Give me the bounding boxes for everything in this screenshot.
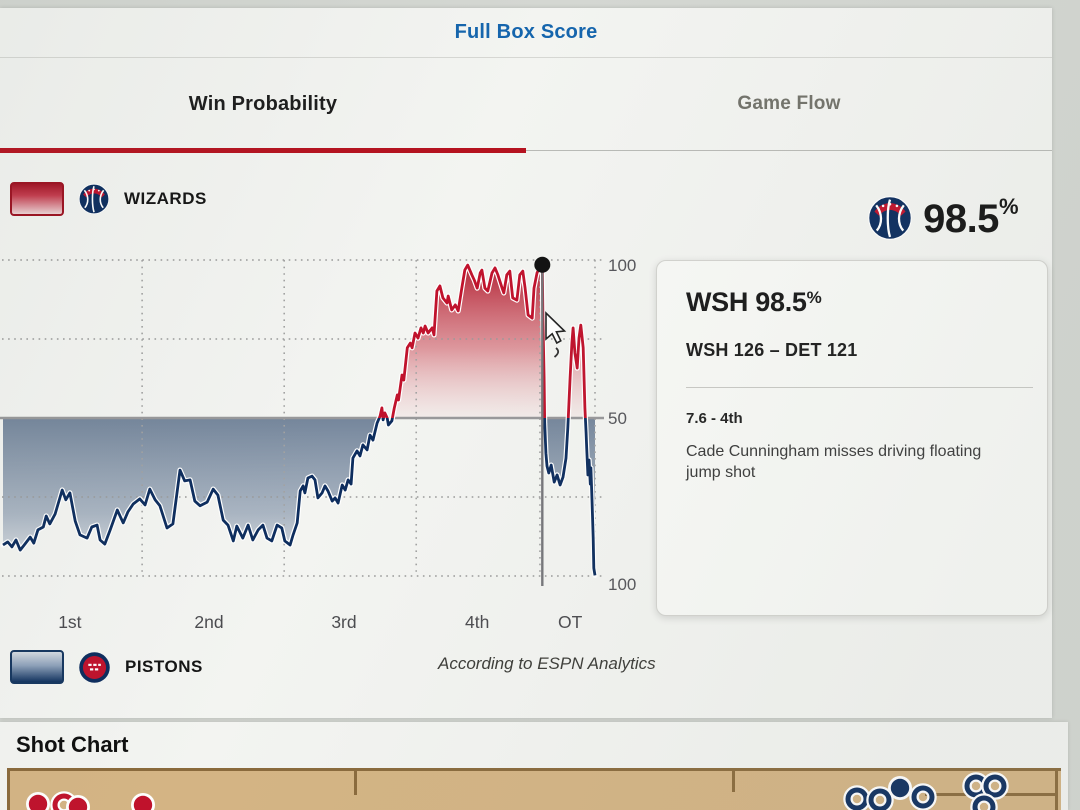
shot-chart-court[interactable]: [7, 768, 1061, 810]
wizards-area-swatch: [10, 182, 64, 216]
tooltip-game-clock: 7.6 - 4th: [686, 410, 743, 427]
svg-text:100: 100: [608, 575, 636, 594]
svg-text:4th: 4th: [465, 612, 489, 632]
pistons-area-swatch: [10, 650, 64, 684]
chart-crosshair: [534, 256, 551, 586]
tooltip-play-description: Cade Cunningham misses driving floating …: [686, 443, 982, 481]
live-win-pct: 98.5%: [923, 194, 1018, 241]
tab-game-flow-label: Game Flow: [737, 93, 841, 114]
pistons-label: PISTONS: [125, 657, 203, 676]
wizards-logo-icon: [78, 183, 110, 215]
svg-text:1st: 1st: [58, 612, 81, 632]
espn-analytics-attribution: According to ESPN Analytics: [438, 654, 656, 673]
pistons-logo-icon: [79, 651, 110, 683]
court-hash-mark: [354, 771, 357, 795]
win-probability-module: Full Box Score Win Probability Game Flow…: [0, 8, 1052, 718]
svg-text:2nd: 2nd: [194, 612, 223, 632]
tab-win-probability-label: Win Probability: [188, 92, 338, 115]
svg-text:OT: OT: [558, 612, 583, 632]
mouse-cursor-icon: [545, 311, 567, 358]
tab-game-flow[interactable]: Game Flow: [526, 58, 1052, 150]
box-score-bar: Full Box Score: [0, 8, 1052, 58]
tooltip-divider: [686, 387, 1033, 388]
svg-text:100: 100: [608, 256, 636, 275]
full-box-score-link[interactable]: Full Box Score: [454, 21, 598, 43]
court-hash-mark: [732, 771, 735, 792]
court-baseline: [7, 768, 1061, 771]
shot-chart-module: Shot Chart: [0, 722, 1068, 810]
win-probability-chart[interactable]: 100 50 100 1st 2nd 3rd 4th OT: [0, 238, 650, 638]
tooltip-score: WSH 126 – DET 121: [686, 340, 858, 360]
play-tooltip-card: WSH 98.5% WSH 126 – DET 121 7.6 - 4th Ca…: [656, 260, 1048, 616]
legend-pistons: PISTONS: [10, 650, 203, 684]
tab-bar: Win Probability Game Flow: [0, 58, 1052, 153]
svg-text:3rd: 3rd: [331, 612, 356, 632]
chart-axis-labels: 100 50 100 1st 2nd 3rd 4th OT: [58, 256, 636, 632]
shot-chart-title: Shot Chart: [16, 732, 129, 757]
legend-wizards: WIZARDS: [10, 182, 207, 216]
shot-markers[interactable]: [26, 772, 1009, 810]
svg-text:50: 50: [608, 409, 627, 428]
win-probability-line: [0, 262, 598, 578]
live-win-probability: 98.5%: [867, 194, 1019, 242]
tab-win-probability[interactable]: Win Probability: [0, 58, 526, 153]
wizards-label: WIZARDS: [124, 189, 207, 208]
tooltip-title: WSH 98.5%: [686, 287, 822, 317]
wizards-logo-icon: [868, 196, 912, 240]
